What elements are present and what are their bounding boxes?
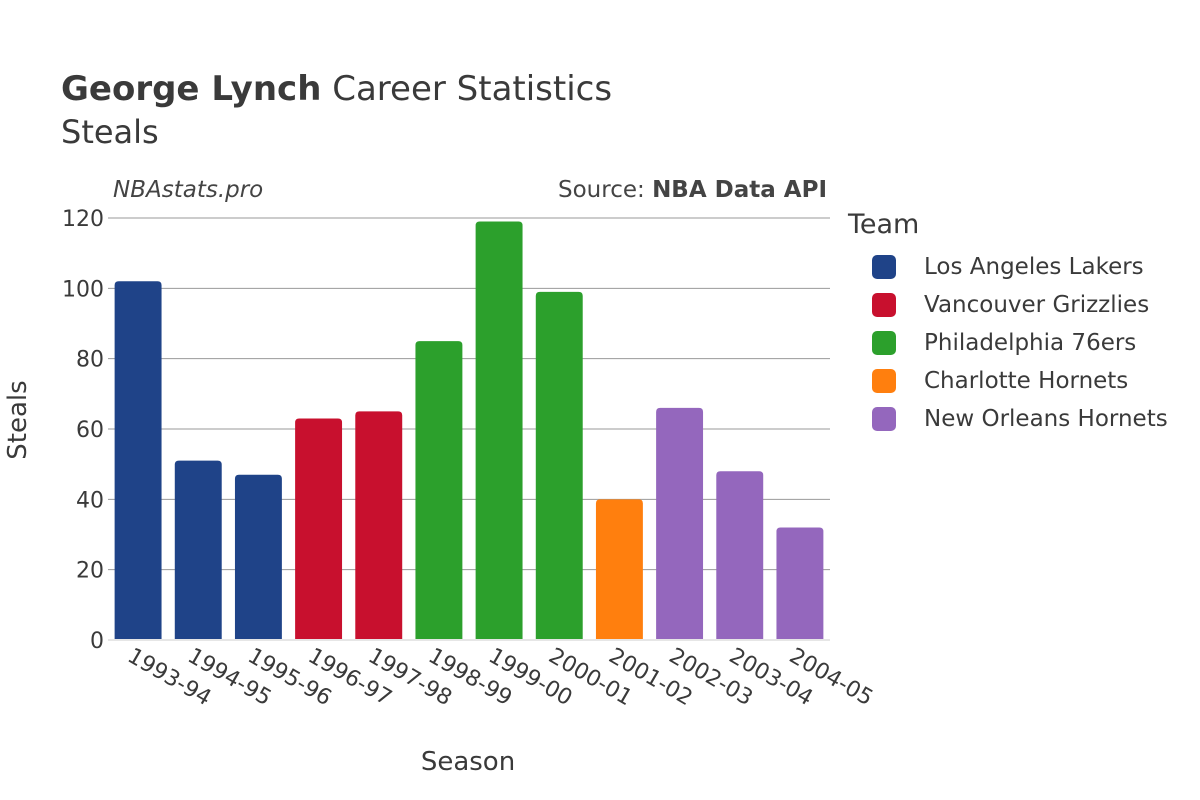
legend-item[interactable]: Los Angeles Lakers [872,248,1168,286]
y-tick-label: 40 [76,488,104,513]
watermark: NBAstats.pro [113,177,264,203]
bar-1996-97[interactable] [295,418,343,640]
bar-2004-05[interactable] [776,527,824,640]
source-prefix: Source: [558,177,653,203]
y-tick-label: 0 [90,629,104,654]
legend-label: Vancouver Grizzlies [924,292,1150,318]
chart-subtitle: Steals [61,113,159,151]
source-note: Source: NBA Data API [558,177,827,203]
legend-item[interactable]: Philadelphia 76ers [872,324,1168,362]
legend-item[interactable]: Charlotte Hornets [872,362,1168,400]
bar-1994-95[interactable] [174,460,222,640]
bar-1999-00[interactable] [475,221,523,640]
legend-label: New Orleans Hornets [924,406,1168,432]
legend-title: Team [848,209,920,240]
bar-1998-99[interactable] [415,341,463,640]
x-axis-label: Season [421,747,515,777]
y-tick-label: 20 [76,559,104,584]
bar-2002-03[interactable] [656,407,704,640]
chart-title: George Lynch Career Statistics [61,68,612,110]
legend: Team Los Angeles Lakers Vancouver Grizzli… [848,208,1168,438]
y-tick-label: 80 [76,348,104,373]
bar-1997-98[interactable] [355,411,403,640]
y-axis-ticks: 0 20 40 60 80 100 120 [62,207,104,654]
legend-item[interactable]: Vancouver Grizzlies [872,286,1168,324]
legend-items: Los Angeles Lakers Vancouver Grizzlies Phi… [848,248,1168,438]
legend-label: Charlotte Hornets [924,368,1129,394]
legend-label: Los Angeles Lakers [924,254,1144,280]
y-tick-label: 100 [62,277,104,302]
legend-label: Philadelphia 76ers [924,330,1137,356]
y-tick-label: 60 [76,418,104,443]
bar-1993-94[interactable] [114,281,162,640]
source-name: NBA Data API [652,177,827,203]
y-tick-label: 120 [62,207,104,232]
x-axis-ticks: 1993-941994-951995-961996-971997-981998-… [123,644,877,712]
legend-swatch [872,331,896,355]
bar-2003-04[interactable] [716,471,764,640]
legend-item[interactable]: New Orleans Hornets [872,400,1168,438]
bar-1995-96[interactable] [234,474,282,640]
player-name: George Lynch [61,69,322,109]
bars [108,221,830,641]
legend-swatch [872,369,896,393]
bar-2000-01[interactable] [535,291,583,640]
bar-2001-02[interactable] [595,499,643,640]
title-rest: Career Statistics [321,69,613,109]
y-axis-label: Steals [3,380,33,459]
legend-swatch [872,293,896,317]
legend-swatch [872,255,896,279]
legend-swatch [872,407,896,431]
